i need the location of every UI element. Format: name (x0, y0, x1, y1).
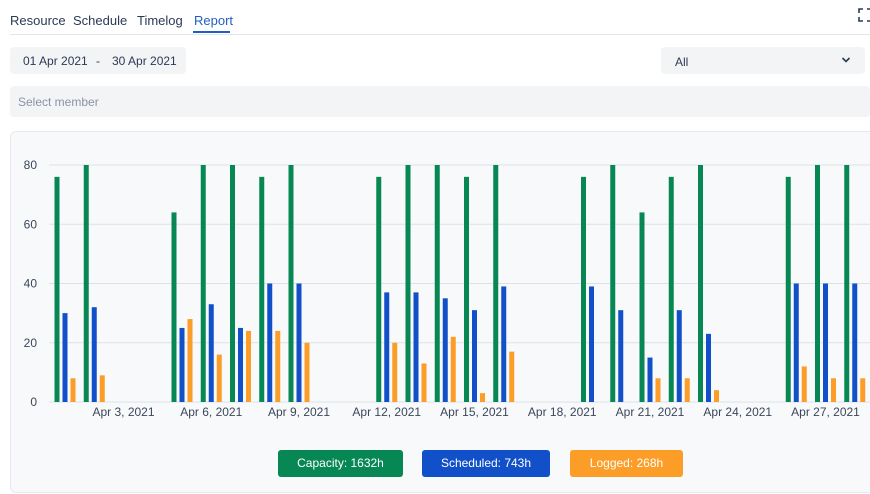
tab-schedule[interactable]: Schedule (73, 13, 128, 28)
bar-scheduled (823, 283, 828, 402)
bar-scheduled (62, 313, 68, 402)
bar-capacity (815, 165, 820, 402)
date-range-picker[interactable]: 01 Apr 2021 - 30 Apr 2021 (10, 47, 186, 74)
bar-scheduled (706, 333, 711, 402)
bar-scheduled (472, 310, 477, 402)
x-tick-label: Apr 18, 2021 (528, 405, 597, 419)
x-tick-label: Apr 24, 2021 (703, 405, 772, 419)
y-tick-label: 60 (24, 217, 38, 231)
bar-logged (187, 319, 193, 402)
bar-capacity (54, 176, 60, 402)
member-select[interactable]: Select member (10, 86, 870, 117)
y-tick-label: 80 (24, 158, 38, 172)
bar-capacity (698, 165, 703, 402)
start-date[interactable]: 01 Apr 2021 (23, 54, 88, 68)
bar-capacity (610, 165, 616, 402)
bar-scheduled (852, 283, 858, 402)
bar-capacity (785, 176, 791, 402)
bar-logged (684, 378, 690, 402)
active-tab-indicator (193, 31, 230, 33)
filter-select-value: All (675, 55, 689, 69)
bar-scheduled (296, 283, 302, 402)
bar-scheduled (647, 357, 653, 402)
x-tick-label: Apr 15, 2021 (440, 405, 509, 419)
bar-scheduled (179, 327, 185, 402)
y-tick-label: 40 (24, 277, 38, 291)
member-select-placeholder: Select member (18, 95, 99, 109)
bar-logged (99, 375, 105, 402)
bar-capacity (405, 165, 411, 402)
bar-capacity (83, 165, 89, 402)
bar-logged (246, 330, 251, 402)
bar-capacity (639, 212, 645, 402)
bar-scheduled (384, 292, 390, 402)
bar-scheduled (208, 304, 214, 402)
x-tick-label: Apr 21, 2021 (616, 405, 685, 419)
legend-scheduled[interactable]: Scheduled: 743h (422, 450, 550, 477)
x-tick-label: Apr 12, 2021 (352, 405, 421, 419)
x-tick-label: Apr 3, 2021 (92, 405, 154, 419)
bar-scheduled (589, 286, 594, 402)
bar-logged (450, 336, 456, 402)
tab-resource[interactable]: Resource (10, 13, 66, 28)
bar-logged (714, 390, 719, 402)
bar-scheduled (442, 298, 448, 402)
bar-logged (421, 363, 427, 402)
bar-logged (509, 351, 515, 402)
x-tick-label: Apr 6, 2021 (180, 405, 242, 419)
tab-report[interactable]: Report (194, 13, 234, 28)
report-chart-panel: 0 20 40 60 80 Apr 3, 2021 Apr 6, 2021 Apr 9, 20… (10, 131, 870, 493)
bar-capacity (288, 165, 294, 402)
bar-capacity (464, 176, 469, 402)
bar-capacity (171, 212, 177, 402)
tab-timelog[interactable]: Timelog (137, 13, 183, 28)
x-tick-label: Apr 27, 2021 (791, 405, 860, 419)
bar-capacity (844, 165, 850, 402)
date-separator: - (96, 54, 100, 68)
bar-logged (216, 354, 222, 402)
legend-logged[interactable]: Logged: 268h (570, 450, 683, 477)
bar-logged (480, 393, 485, 402)
legend-capacity[interactable]: Capacity: 1632h (278, 450, 403, 477)
bar-logged (70, 378, 76, 402)
bar-scheduled (267, 283, 273, 402)
x-tick-label: Apr 9, 2021 (268, 405, 330, 419)
bar-logged (655, 378, 661, 402)
bar-capacity (668, 176, 674, 402)
bar-scheduled (413, 292, 419, 402)
bar-logged (801, 366, 807, 402)
bar-logged (392, 342, 398, 402)
bar-capacity (581, 176, 586, 402)
bar-capacity (259, 176, 265, 402)
bar-capacity (200, 165, 206, 402)
bar-scheduled (676, 310, 682, 402)
bar-capacity (434, 165, 440, 402)
bar-logged (304, 342, 310, 402)
bar-capacity (376, 176, 382, 402)
bar-scheduled (793, 283, 799, 402)
y-tick-label: 0 (30, 395, 37, 409)
filter-select[interactable]: All (661, 47, 865, 74)
tab-bar: Resource Schedule Timelog Report (10, 0, 870, 35)
bar-capacity (230, 165, 235, 402)
bar-logged (831, 378, 836, 402)
y-tick-label: 20 (24, 336, 38, 350)
bar-chart: 0 20 40 60 80 Apr 3, 2021 Apr 6, 2021 Apr 9, 20… (24, 158, 870, 419)
bar-scheduled (618, 310, 624, 402)
expand-icon[interactable] (858, 8, 870, 22)
bar-scheduled (238, 327, 243, 402)
bar-scheduled (91, 307, 97, 402)
end-date[interactable]: 30 Apr 2021 (112, 54, 177, 68)
bar-scheduled (501, 286, 507, 402)
bar-logged (275, 330, 281, 402)
chevron-down-icon (841, 57, 851, 63)
bar-logged (860, 378, 866, 402)
bar-capacity (493, 165, 499, 402)
